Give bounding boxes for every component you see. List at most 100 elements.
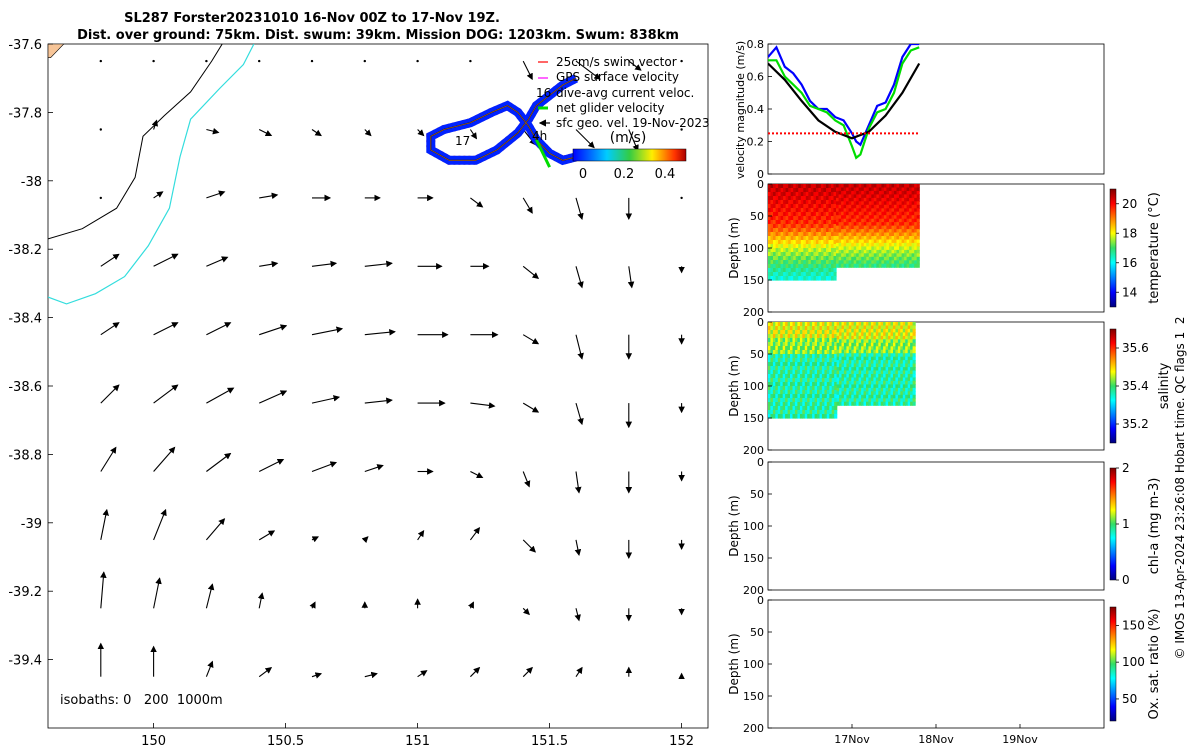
- temperature-cell: [823, 272, 827, 277]
- temperature-cell: [871, 256, 875, 261]
- salinity-cell: [870, 363, 874, 368]
- temperature-cell: [783, 268, 787, 273]
- salinity-cell: [893, 356, 897, 361]
- temperature-cell: [853, 204, 857, 209]
- temperature-cell: [773, 208, 777, 213]
- salinity-cell: [775, 366, 779, 371]
- temperature-cell: [886, 246, 890, 251]
- salinity-cell: [866, 380, 870, 385]
- temperature-cell: [788, 268, 792, 273]
- salinity-cell: [792, 386, 796, 391]
- salinity-cell: [802, 386, 806, 391]
- salinity-cell: [856, 332, 860, 337]
- temperature-cell: [873, 253, 877, 258]
- temperature-cell: [861, 260, 865, 265]
- salinity-cell: [826, 390, 830, 395]
- temperature-cell: [861, 242, 865, 247]
- salinity-cell: [809, 326, 813, 331]
- temperature-cell: [833, 260, 837, 265]
- temperature-cell: [889, 215, 893, 220]
- temperature-cell: [768, 260, 772, 265]
- salinity-cell: [912, 394, 916, 399]
- salinity-cell: [866, 356, 870, 361]
- temperature-cell: [770, 260, 774, 265]
- salinity-cell: [826, 342, 830, 347]
- salinity-cell: [772, 410, 776, 415]
- vector-dot: [205, 59, 208, 63]
- salinity-cell: [888, 328, 892, 333]
- temperature-cell: [775, 220, 779, 225]
- temperature-cell: [798, 196, 802, 201]
- temperature-cell: [891, 215, 895, 220]
- temperature-cell: [815, 236, 819, 241]
- salinity-cell: [794, 370, 798, 375]
- salinity-cell: [890, 356, 894, 361]
- salinity-cell: [824, 338, 828, 343]
- salinity-cell: [780, 378, 784, 383]
- salinity-cell: [780, 414, 784, 419]
- salinity-cell: [792, 402, 796, 407]
- temperature-cell: [770, 196, 774, 201]
- salinity-cell: [829, 350, 833, 355]
- temperature-cell: [866, 187, 870, 192]
- salinity-cell: [851, 380, 855, 385]
- salinity-cell: [814, 338, 818, 343]
- salinity-cell: [797, 330, 801, 335]
- salinity-cell: [907, 332, 911, 337]
- salinity-cell: [907, 401, 911, 406]
- salinity-cell: [790, 382, 794, 387]
- temperature-cell: [800, 236, 804, 241]
- temperature-cell: [785, 220, 789, 225]
- temperature-cell: [866, 222, 870, 227]
- temperature-cell: [891, 249, 895, 254]
- temperature-cell: [858, 201, 862, 206]
- temperature-cell: [868, 215, 872, 220]
- salinity-cell: [858, 346, 862, 351]
- temperature-cell: [828, 224, 832, 229]
- salinity-cell: [790, 414, 794, 419]
- salinity-cell: [846, 353, 850, 358]
- temperature-cell: [770, 208, 774, 213]
- temperature-cell: [826, 204, 830, 209]
- salinity-cell: [790, 366, 794, 371]
- temperature-cell: [813, 200, 817, 205]
- temperature-cell: [808, 220, 812, 225]
- salinity-cell: [809, 370, 813, 375]
- temperature-cell: [901, 229, 905, 234]
- salinity-cell: [873, 394, 877, 399]
- temperature-cell: [883, 260, 887, 265]
- salinity-cell: [895, 353, 899, 358]
- salinity-cell: [799, 334, 803, 339]
- salinity-cell: [900, 339, 904, 344]
- salinity-cell: [853, 322, 857, 327]
- salinity-cell: [814, 358, 818, 363]
- temperature-cell: [878, 222, 882, 227]
- temperature-cell: [891, 222, 895, 227]
- salinity-cell: [817, 326, 821, 331]
- salinity-cell: [792, 358, 796, 363]
- salinity-cell: [792, 410, 796, 415]
- salinity-cell: [770, 338, 774, 343]
- temperature-cell: [778, 204, 782, 209]
- temperature-cell: [788, 224, 792, 229]
- salinity-cell: [905, 394, 909, 399]
- salinity-cell: [775, 326, 779, 331]
- temperature-cell: [790, 256, 794, 261]
- temperature-cell: [889, 253, 893, 258]
- temperature-cell: [906, 253, 910, 258]
- temperature-cell: [800, 244, 804, 249]
- temperature-cell: [914, 222, 918, 227]
- temperature-cell: [775, 244, 779, 249]
- salinity-cell: [897, 387, 901, 392]
- temperature-cell: [785, 248, 789, 253]
- salinity-cell: [804, 358, 808, 363]
- temperature-cell: [773, 200, 777, 205]
- temperature-cell: [803, 220, 807, 225]
- salinity-cell: [834, 398, 838, 403]
- salinity-cell: [861, 363, 865, 368]
- colorbar-tick-label: 35.4: [1122, 379, 1149, 393]
- vector-arrow: [100, 384, 120, 404]
- salinity-cell: [883, 377, 887, 382]
- temperature-cell: [901, 260, 905, 265]
- temperature-cell: [866, 249, 870, 254]
